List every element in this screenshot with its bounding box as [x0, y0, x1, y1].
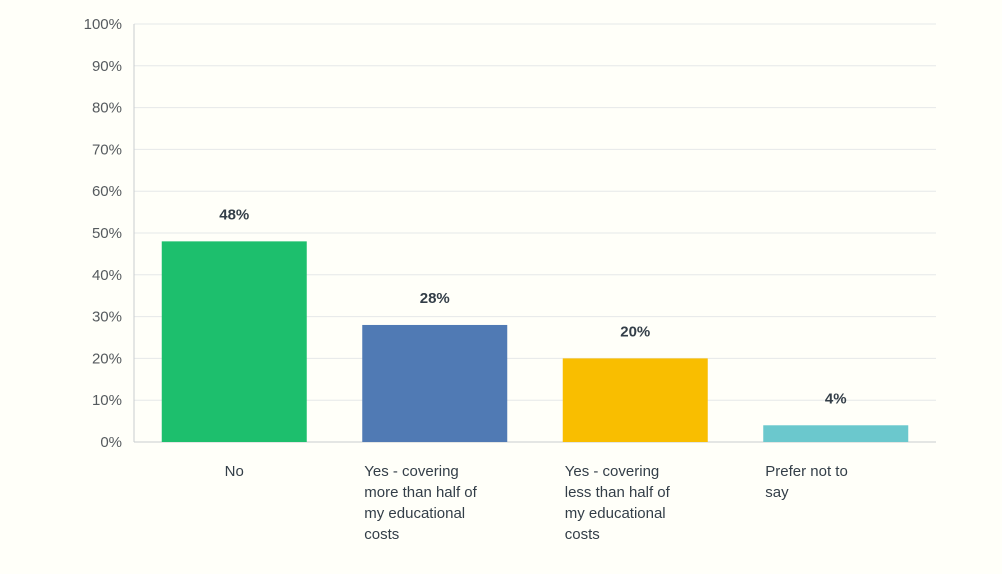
data-labels: 48% 28% 20% 4%: [219, 206, 846, 407]
y-tick-label: 30%: [92, 309, 122, 326]
data-label: 20%: [620, 323, 650, 340]
y-tick-label: 10%: [92, 392, 122, 409]
category-label: No: [225, 463, 244, 480]
bar: [562, 358, 708, 442]
y-tick-label: 0%: [100, 434, 122, 451]
bar: [763, 425, 909, 442]
y-tick-label: 50%: [92, 225, 122, 242]
category-label: Yes - covering more than half of my educat…: [364, 463, 477, 543]
bars: [161, 241, 909, 442]
bar: [362, 324, 508, 442]
y-tick-label: 80%: [92, 100, 122, 117]
y-tick-label: 90%: [92, 58, 122, 75]
category-label: Prefer not to say: [765, 463, 848, 501]
y-tick-label: 100%: [84, 16, 122, 33]
data-label: 48%: [219, 206, 249, 223]
category-label: Yes - covering less than half of my educat…: [565, 463, 671, 543]
y-tick-label: 40%: [92, 267, 122, 284]
bar: [161, 241, 307, 442]
category-labels: No Yes - covering more than half of my educ…: [225, 463, 848, 543]
data-label: 4%: [825, 390, 847, 407]
y-tick-label: 20%: [92, 350, 122, 367]
data-label: 28%: [420, 290, 450, 307]
y-tick-label: 60%: [92, 183, 122, 200]
y-axis-tick-labels: 0% 10% 20% 30% 40% 50% 60% 70% 80% 90% 100%: [84, 16, 122, 451]
y-tick-label: 70%: [92, 141, 122, 158]
